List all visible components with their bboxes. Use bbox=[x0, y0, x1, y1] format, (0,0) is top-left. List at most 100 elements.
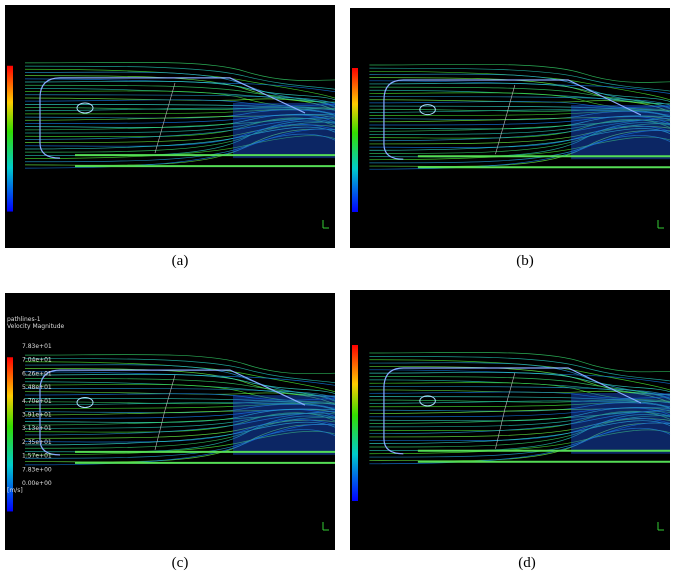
wake bbox=[571, 105, 670, 160]
streamline bbox=[24, 381, 336, 397]
streamline bbox=[24, 78, 336, 93]
legend-label: 7.04e+01 bbox=[22, 357, 52, 364]
underbody bbox=[75, 154, 335, 168]
legend-label: 1.57e+01 bbox=[22, 453, 52, 460]
underbody bbox=[417, 155, 670, 169]
streamline bbox=[369, 407, 671, 422]
streamline bbox=[24, 114, 336, 121]
streamline bbox=[369, 82, 671, 102]
streamline bbox=[369, 352, 671, 373]
streamline bbox=[24, 133, 336, 163]
vehicle-outline bbox=[383, 79, 642, 160]
underbody bbox=[417, 449, 670, 463]
streamline bbox=[24, 94, 336, 104]
streamline bbox=[369, 415, 671, 448]
streamline bbox=[24, 114, 336, 124]
streamline bbox=[369, 80, 671, 94]
streamline bbox=[369, 111, 671, 121]
caption: (b) bbox=[516, 253, 534, 269]
streamline bbox=[24, 398, 336, 405]
streamline bbox=[24, 113, 336, 128]
streamline bbox=[24, 121, 336, 153]
streamline bbox=[369, 389, 671, 404]
streamline bbox=[24, 388, 336, 398]
axis-triad bbox=[657, 522, 664, 531]
streamline bbox=[369, 89, 671, 105]
streamline bbox=[369, 135, 671, 164]
streamline bbox=[369, 420, 671, 445]
vehicle-outline bbox=[39, 77, 306, 159]
streamline bbox=[24, 402, 336, 410]
vortex bbox=[76, 397, 94, 409]
streamline bbox=[369, 96, 671, 106]
streamline bbox=[24, 424, 336, 463]
vehicle-outline bbox=[383, 367, 642, 455]
legend-label: 0.00e+00 bbox=[22, 480, 52, 487]
streamline bbox=[24, 88, 336, 103]
sep-line bbox=[495, 84, 516, 155]
streamline bbox=[24, 354, 336, 375]
streamline bbox=[369, 409, 671, 434]
streamline bbox=[369, 123, 671, 154]
streamline bbox=[24, 409, 336, 419]
streamline bbox=[369, 109, 671, 118]
streamline bbox=[369, 372, 671, 393]
colorbar bbox=[352, 345, 358, 501]
axis-triad bbox=[322, 522, 329, 531]
caption: (d) bbox=[518, 555, 536, 571]
legend-label: 4.70e+01 bbox=[22, 398, 52, 405]
streamline bbox=[369, 356, 671, 382]
axis-triad bbox=[657, 220, 664, 229]
streamline bbox=[369, 407, 671, 414]
colorbar bbox=[352, 68, 358, 212]
streamline bbox=[24, 371, 336, 386]
streamline bbox=[24, 80, 336, 101]
streamline bbox=[369, 86, 671, 110]
streamline bbox=[369, 386, 671, 397]
streamline bbox=[24, 419, 336, 439]
streamline bbox=[369, 427, 671, 458]
streamline bbox=[24, 409, 336, 416]
streamline bbox=[24, 107, 336, 116]
streamline bbox=[24, 109, 336, 119]
flow-scene bbox=[352, 64, 671, 229]
streamline bbox=[369, 116, 671, 126]
sep-line bbox=[154, 375, 176, 450]
legend-label: 2.35e+01 bbox=[22, 439, 52, 446]
streamline bbox=[24, 421, 336, 446]
vehicle-outline bbox=[39, 369, 306, 456]
streamline bbox=[369, 99, 671, 113]
streamline bbox=[24, 116, 336, 140]
streamline bbox=[24, 61, 336, 81]
streamline bbox=[369, 359, 671, 391]
streamline bbox=[24, 108, 336, 115]
streamline bbox=[24, 378, 336, 402]
wake bbox=[571, 393, 670, 454]
colorbar bbox=[7, 357, 13, 512]
streamline bbox=[24, 393, 336, 401]
streamline bbox=[369, 400, 671, 409]
streamline bbox=[369, 396, 671, 404]
streamline bbox=[24, 135, 336, 159]
legend-unit: [m/s] bbox=[7, 487, 23, 494]
streamline bbox=[369, 401, 671, 408]
caption: (a) bbox=[172, 253, 189, 269]
axis-triad bbox=[322, 220, 329, 229]
legend-label: 6.26e+01 bbox=[22, 370, 52, 377]
streamline bbox=[24, 99, 336, 107]
vortex bbox=[76, 102, 94, 114]
streamline bbox=[24, 430, 336, 456]
wake bbox=[233, 395, 335, 455]
sep-line bbox=[495, 372, 516, 449]
streamline bbox=[24, 128, 336, 169]
streamline bbox=[369, 379, 671, 396]
streamline bbox=[24, 404, 336, 414]
legend-title: pathlines-1 bbox=[7, 316, 41, 323]
colorbar bbox=[7, 65, 13, 212]
legend-label: 3.13e+01 bbox=[22, 425, 52, 432]
streamline bbox=[369, 136, 671, 161]
streamline bbox=[24, 103, 336, 111]
streamline bbox=[369, 418, 671, 438]
legend-label: 3.91e+01 bbox=[22, 412, 52, 419]
